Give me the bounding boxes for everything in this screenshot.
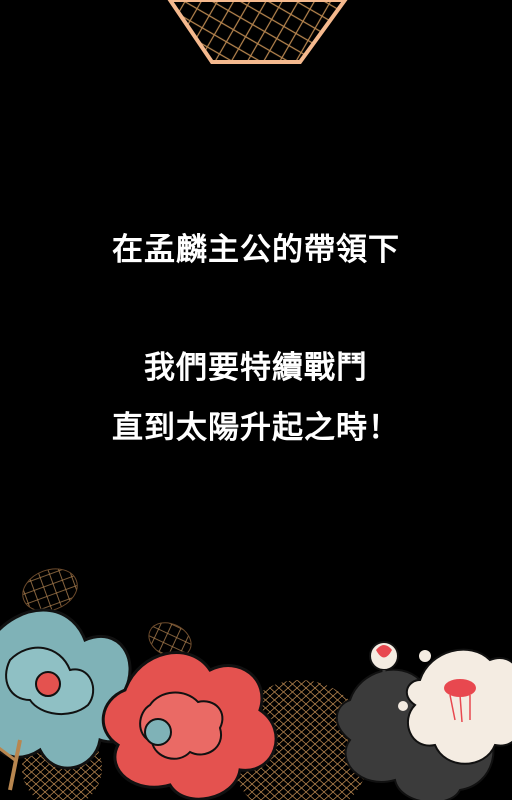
basket-ornament-icon (167, 0, 348, 64)
flower-dot-icon (419, 650, 431, 662)
white-camellia-icon (405, 648, 512, 765)
message-line-1: 在孟麟主公的帶領下 (112, 232, 400, 268)
flower-dot-icon (398, 701, 408, 711)
lattice-circle-icon (230, 680, 370, 800)
message-line-2: 我們要特續戰鬥 (144, 350, 368, 386)
teal-flower-icon (0, 608, 138, 791)
message-line-3: 直到太陽升起之時！ (112, 410, 400, 446)
flower-bud-icon (369, 641, 399, 700)
leaf-icon (22, 568, 78, 612)
red-flower-icon (101, 651, 278, 800)
